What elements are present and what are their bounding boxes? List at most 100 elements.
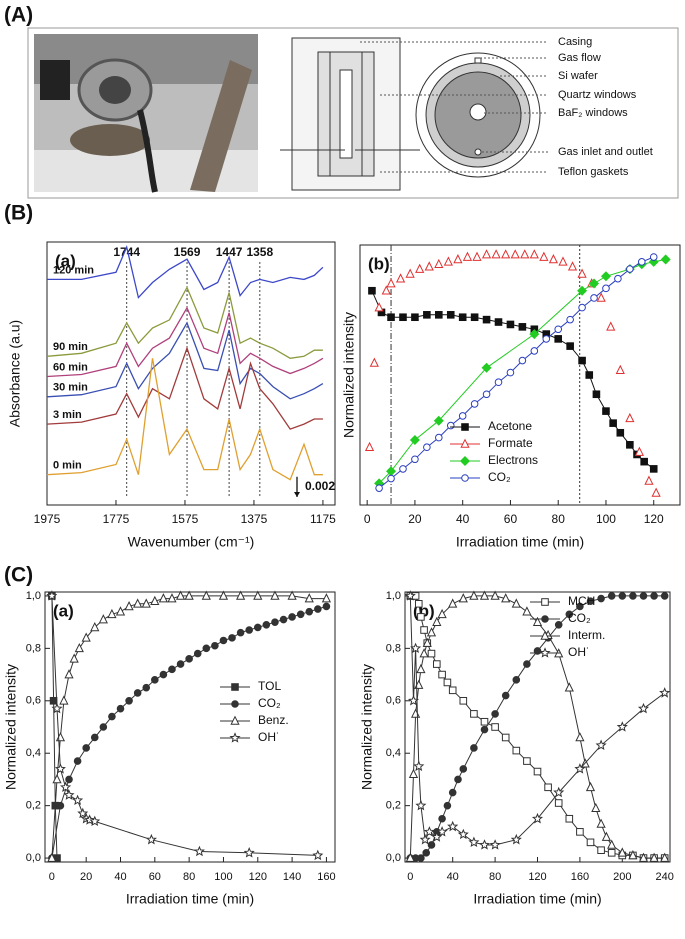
marker <box>124 600 134 611</box>
y-axis-label: Normalized intensity <box>3 664 19 790</box>
marker <box>435 433 443 442</box>
gas-port <box>474 148 482 156</box>
marker <box>230 715 240 725</box>
marker <box>423 443 431 452</box>
x-tick-label: 140 <box>283 871 301 883</box>
marker <box>541 615 549 623</box>
marker <box>262 620 271 629</box>
marker <box>458 412 467 420</box>
marker <box>184 590 194 600</box>
marker <box>211 641 219 650</box>
diagram-label: Si wafer <box>558 70 598 82</box>
marker <box>512 746 521 755</box>
schematic <box>280 37 548 191</box>
marker <box>63 789 75 800</box>
marker <box>520 249 530 259</box>
marker <box>422 849 431 857</box>
marker <box>443 678 452 687</box>
marker <box>107 608 117 619</box>
series-line <box>47 245 324 299</box>
marker <box>229 732 241 743</box>
marker <box>395 273 406 283</box>
marker <box>420 626 428 634</box>
marker <box>133 689 142 697</box>
marker <box>510 249 520 259</box>
marker <box>253 590 263 600</box>
marker <box>253 623 262 632</box>
x-tick-label: 80 <box>183 871 195 883</box>
marker <box>577 285 588 296</box>
series-line <box>46 306 324 378</box>
marker <box>158 593 169 603</box>
marker <box>470 400 479 408</box>
marker <box>417 854 425 862</box>
marker <box>554 335 563 343</box>
marker <box>115 606 126 616</box>
chart-title: (a) <box>53 601 74 620</box>
y-axis-label: Absorbance (a.u) <box>7 320 23 427</box>
x-axis-label: Irradiation time (min) <box>126 891 254 907</box>
marker <box>438 814 446 823</box>
marker <box>435 311 443 319</box>
marker <box>565 814 574 823</box>
marker <box>64 669 74 679</box>
marker <box>576 602 584 611</box>
x-tick-label: 0 <box>49 871 55 883</box>
marker <box>596 292 606 302</box>
x-tick-label: 20 <box>80 871 92 883</box>
marker <box>574 763 586 774</box>
marker <box>459 696 468 705</box>
marker <box>541 598 549 606</box>
photo-cell-window <box>99 76 131 104</box>
series-label: 30 min <box>53 382 88 394</box>
x-tick-label: 40 <box>114 871 126 883</box>
legend-label: MCH <box>568 594 595 608</box>
marker <box>236 628 245 637</box>
photo-tube <box>190 60 252 192</box>
marker <box>523 757 531 765</box>
plot-frame <box>404 591 671 863</box>
x-tick-label: 120 <box>644 512 664 526</box>
marker <box>427 649 436 658</box>
marker <box>544 783 552 792</box>
marker <box>539 251 549 261</box>
marker <box>141 598 151 608</box>
x-tick-label: 80 <box>489 871 501 883</box>
marker <box>404 590 416 601</box>
x-tick-label: 120 <box>249 871 267 883</box>
marker <box>312 849 324 861</box>
marker <box>600 271 611 282</box>
marker <box>575 732 585 742</box>
plot-frame <box>44 591 336 863</box>
marker <box>443 801 452 810</box>
marker <box>481 249 492 259</box>
x-tick-label: 160 <box>317 871 335 883</box>
x-axis-label: Irradiation time (min) <box>473 891 601 907</box>
marker <box>424 261 434 271</box>
marker <box>243 846 255 858</box>
marker <box>368 286 376 295</box>
x-tick-label: 240 <box>656 871 674 883</box>
marker <box>468 836 480 848</box>
diagram-label: Gas inlet and outlet <box>558 146 653 158</box>
legend-label: Interm. <box>568 628 605 642</box>
marker <box>52 774 62 784</box>
marker <box>116 704 125 713</box>
marker <box>125 696 133 705</box>
marker <box>46 590 58 601</box>
y-tick-label: 0,4 <box>386 747 401 759</box>
x-tick-label: 60 <box>149 871 161 883</box>
marker <box>271 618 279 626</box>
marker <box>607 839 617 849</box>
legend-label: CO₂ <box>568 611 591 625</box>
series-line <box>371 290 655 470</box>
marker <box>387 313 395 322</box>
marker <box>448 788 457 797</box>
marker <box>660 254 671 265</box>
marker <box>501 593 511 603</box>
marker <box>615 364 625 374</box>
photo-base <box>70 124 150 156</box>
marker <box>459 455 471 467</box>
marker <box>231 700 239 708</box>
marker <box>511 598 521 608</box>
